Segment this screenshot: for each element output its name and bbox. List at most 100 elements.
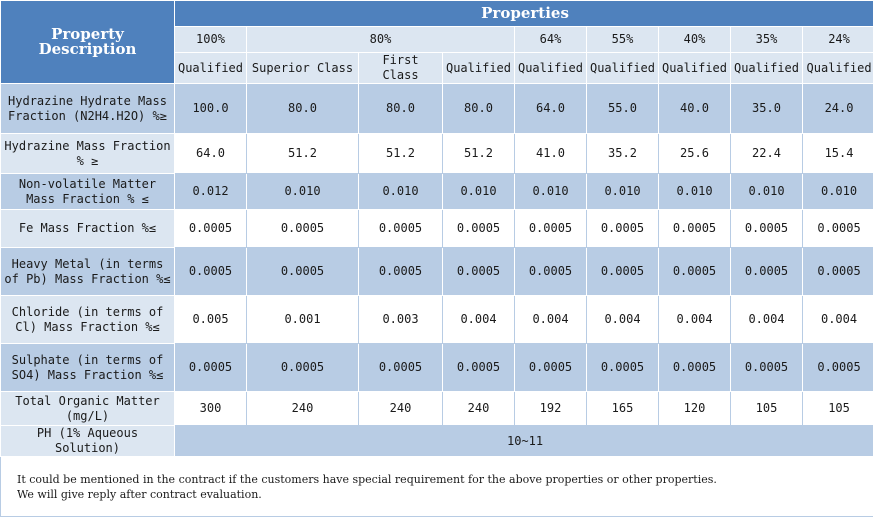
value-cell: 64.0 — [175, 134, 247, 174]
value-cell: 51.2 — [247, 134, 359, 174]
value-cell: 105 — [803, 392, 873, 426]
value-cell: 0.0005 — [731, 210, 803, 248]
value-cell: 0.0005 — [359, 210, 443, 248]
value-cell: 24.0 — [803, 84, 873, 134]
value-cell: 0.0005 — [587, 248, 659, 296]
value-cell: 0.0005 — [731, 248, 803, 296]
value-cell: 51.2 — [443, 134, 515, 174]
ph-value: 10~11 — [175, 426, 873, 457]
value-cell: 0.0005 — [515, 248, 587, 296]
value-cell: 0.0005 — [803, 344, 873, 392]
properties-header: Properties — [175, 1, 873, 27]
value-cell: 0.004 — [803, 296, 873, 344]
class-cell: Qualified — [175, 53, 247, 84]
value-cell: 0.0005 — [175, 210, 247, 248]
value-cell: 40.0 — [659, 84, 731, 134]
value-cell: 0.010 — [731, 174, 803, 210]
value-cell: 0.004 — [587, 296, 659, 344]
value-cell: 165 — [587, 392, 659, 426]
value-cell: 105 — [731, 392, 803, 426]
grade-cell: 35% — [731, 27, 803, 53]
value-cell: 22.4 — [731, 134, 803, 174]
value-cell: 240 — [247, 392, 359, 426]
grade-cell: 80% — [247, 27, 515, 53]
value-cell: 0.0005 — [443, 248, 515, 296]
table-row: Non-volatile Matter Mass Fraction % ≤0.0… — [1, 174, 873, 210]
row-label: Heavy Metal (in terms of Pb) Mass Fracti… — [1, 248, 175, 296]
value-cell: 0.004 — [515, 296, 587, 344]
class-cell: Qualified — [515, 53, 587, 84]
value-cell: 0.010 — [515, 174, 587, 210]
row-label: Hydrazine Mass Fraction % ≥ — [1, 134, 175, 174]
value-cell: 0.010 — [659, 174, 731, 210]
ph-label: PH (1% Aqueous Solution) — [1, 426, 175, 457]
value-cell: 0.0005 — [659, 344, 731, 392]
value-cell: 0.0005 — [443, 344, 515, 392]
value-cell: 35.0 — [731, 84, 803, 134]
value-cell: 15.4 — [803, 134, 873, 174]
value-cell: 0.0005 — [175, 248, 247, 296]
value-cell: 120 — [659, 392, 731, 426]
value-cell: 0.010 — [443, 174, 515, 210]
value-cell: 51.2 — [359, 134, 443, 174]
value-cell: 0.0005 — [803, 210, 873, 248]
value-cell: 0.0005 — [659, 248, 731, 296]
class-cell: Qualified — [659, 53, 731, 84]
value-cell: 0.001 — [247, 296, 359, 344]
value-cell: 80.0 — [247, 84, 359, 134]
value-cell: 0.004 — [659, 296, 731, 344]
value-cell: 0.005 — [175, 296, 247, 344]
notes-row: It could be mentioned in the contract if… — [1, 457, 873, 517]
value-cell: 0.0005 — [443, 210, 515, 248]
row-label: Sulphate (in terms of SO4) Mass Fraction… — [1, 344, 175, 392]
property-description-header: Property Description — [1, 1, 175, 84]
value-cell: 80.0 — [443, 84, 515, 134]
value-cell: 0.004 — [443, 296, 515, 344]
value-cell: 0.0005 — [659, 210, 731, 248]
value-cell: 0.010 — [587, 174, 659, 210]
value-cell: 100.0 — [175, 84, 247, 134]
value-cell: 0.0005 — [515, 344, 587, 392]
row-label: Fe Mass Fraction %≤ — [1, 210, 175, 248]
table-row: Heavy Metal (in terms of Pb) Mass Fracti… — [1, 248, 873, 296]
note-text: We will give reply after contract evalua… — [17, 487, 873, 502]
value-cell: 192 — [515, 392, 587, 426]
row-label: Chloride (in terms of Cl) Mass Fraction … — [1, 296, 175, 344]
value-cell: 0.003 — [359, 296, 443, 344]
value-cell: 35.2 — [587, 134, 659, 174]
value-cell: 0.0005 — [175, 344, 247, 392]
value-cell: 0.0005 — [515, 210, 587, 248]
value-cell: 64.0 — [515, 84, 587, 134]
grade-cell: 40% — [659, 27, 731, 53]
table-row: Sulphate (in terms of SO4) Mass Fraction… — [1, 344, 873, 392]
value-cell: 240 — [443, 392, 515, 426]
class-cell: Qualified — [443, 53, 515, 84]
grade-cell: 55% — [587, 27, 659, 53]
table-row: Chloride (in terms of Cl) Mass Fraction … — [1, 296, 873, 344]
value-cell: 80.0 — [359, 84, 443, 134]
note-text: It could be mentioned in the contract if… — [17, 472, 873, 487]
value-cell: 0.0005 — [803, 248, 873, 296]
value-cell: 0.010 — [359, 174, 443, 210]
grade-cell: 24% — [803, 27, 873, 53]
value-cell: 0.010 — [247, 174, 359, 210]
value-cell: 0.0005 — [731, 344, 803, 392]
value-cell: 300 — [175, 392, 247, 426]
class-cell: Superior Class — [247, 53, 359, 84]
value-cell: 0.0005 — [247, 210, 359, 248]
ph-row: PH (1% Aqueous Solution)10~11 — [1, 426, 873, 457]
class-cell: Qualified — [731, 53, 803, 84]
value-cell: 41.0 — [515, 134, 587, 174]
value-cell: 0.012 — [175, 174, 247, 210]
row-label: Total Organic Matter (mg/L) — [1, 392, 175, 426]
class-cell: Qualified — [587, 53, 659, 84]
value-cell: 0.0005 — [359, 248, 443, 296]
value-cell: 240 — [359, 392, 443, 426]
value-cell: 0.0005 — [247, 344, 359, 392]
value-cell: 25.6 — [659, 134, 731, 174]
value-cell: 0.010 — [803, 174, 873, 210]
class-cell: First Class — [359, 53, 443, 84]
